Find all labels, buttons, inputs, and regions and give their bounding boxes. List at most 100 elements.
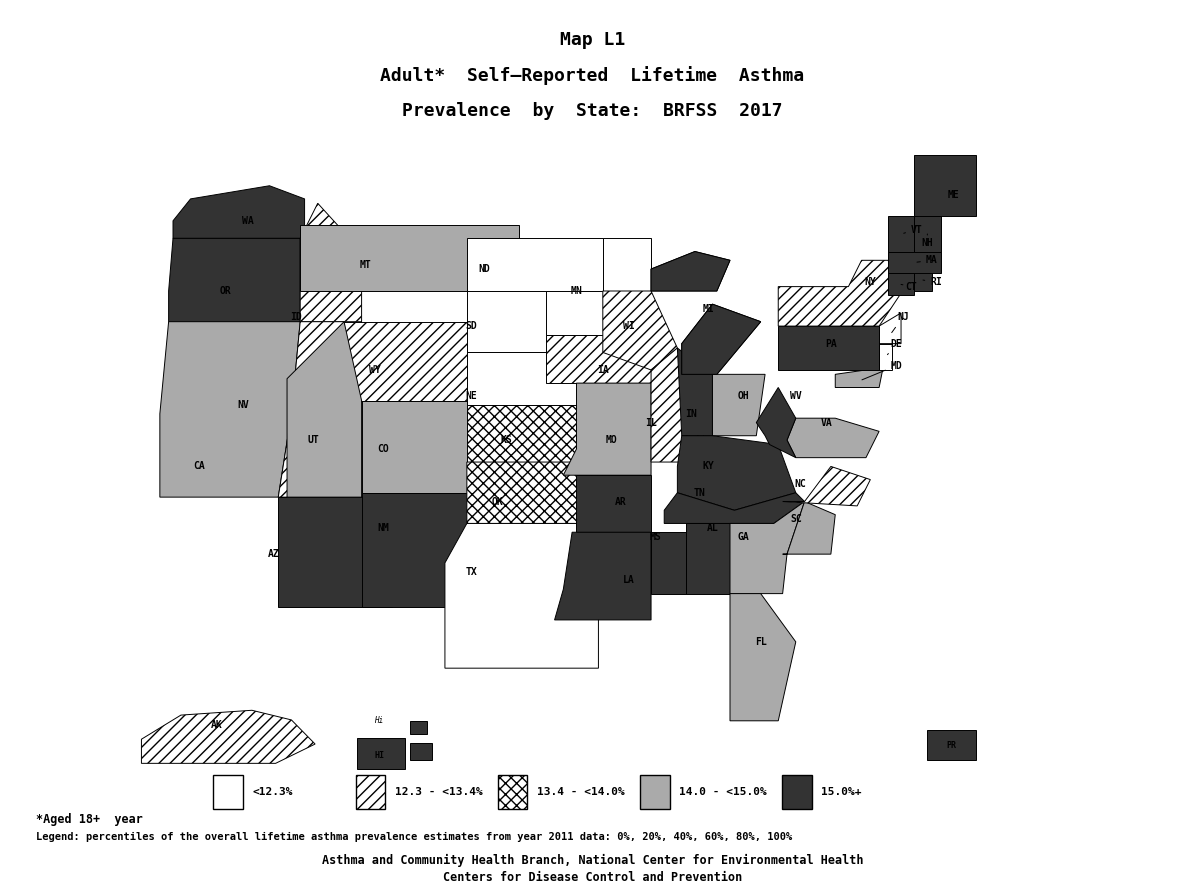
Polygon shape — [678, 348, 712, 436]
Text: UT: UT — [307, 435, 319, 445]
Polygon shape — [467, 352, 603, 405]
Polygon shape — [888, 252, 941, 274]
Text: 13.4 - <14.0%: 13.4 - <14.0% — [537, 787, 624, 797]
Text: DE: DE — [888, 339, 903, 355]
Polygon shape — [287, 322, 361, 497]
Text: <12.3%: <12.3% — [252, 787, 293, 797]
Polygon shape — [410, 742, 431, 760]
Polygon shape — [914, 269, 931, 291]
Polygon shape — [756, 388, 796, 458]
Polygon shape — [681, 304, 761, 374]
Text: OK: OK — [492, 497, 504, 507]
Polygon shape — [357, 739, 405, 769]
Polygon shape — [651, 533, 686, 594]
Text: 15.0%+: 15.0%+ — [821, 787, 861, 797]
Text: RI: RI — [923, 277, 942, 287]
Text: VA: VA — [820, 418, 832, 428]
Text: AZ: AZ — [268, 549, 280, 559]
Text: WY: WY — [369, 365, 380, 375]
Text: 12.3 - <13.4%: 12.3 - <13.4% — [395, 787, 482, 797]
Text: KS: KS — [500, 435, 512, 445]
Text: OR: OR — [219, 286, 231, 296]
Polygon shape — [686, 524, 730, 594]
Polygon shape — [278, 497, 392, 607]
Polygon shape — [278, 322, 344, 497]
Polygon shape — [576, 476, 651, 533]
Text: CT: CT — [901, 282, 917, 292]
Text: PR: PR — [947, 741, 956, 749]
Text: WI: WI — [623, 321, 635, 331]
Text: AL: AL — [706, 523, 718, 533]
Text: LA: LA — [623, 575, 635, 586]
Polygon shape — [160, 322, 300, 497]
Polygon shape — [467, 291, 603, 352]
Polygon shape — [300, 225, 519, 291]
Polygon shape — [730, 594, 796, 721]
Text: NH: NH — [922, 234, 934, 248]
Text: Hi: Hi — [374, 717, 384, 725]
Polygon shape — [410, 721, 428, 734]
Polygon shape — [651, 348, 704, 462]
Text: NC: NC — [794, 479, 806, 489]
Text: ME: ME — [948, 189, 960, 199]
Polygon shape — [914, 216, 941, 252]
Text: Adult*  Self–Reported  Lifetime  Asthma: Adult* Self–Reported Lifetime Asthma — [380, 66, 805, 85]
Text: NY: NY — [865, 277, 876, 287]
Polygon shape — [173, 186, 305, 238]
Text: KY: KY — [703, 461, 713, 471]
Polygon shape — [651, 252, 730, 291]
Text: 14.0 - <15.0%: 14.0 - <15.0% — [679, 787, 767, 797]
Polygon shape — [141, 710, 315, 764]
Text: GA: GA — [737, 532, 749, 541]
Text: WA: WA — [242, 216, 254, 226]
Text: WV: WV — [790, 391, 802, 401]
Text: NJ: NJ — [891, 312, 909, 332]
Polygon shape — [563, 383, 651, 476]
Text: CO: CO — [378, 444, 390, 454]
Text: SC: SC — [790, 514, 802, 524]
Text: MT: MT — [360, 260, 372, 269]
Polygon shape — [651, 252, 730, 291]
Text: MA: MA — [917, 255, 937, 265]
Polygon shape — [546, 238, 651, 335]
Polygon shape — [914, 155, 975, 216]
Polygon shape — [888, 216, 914, 252]
Text: OH: OH — [737, 391, 749, 401]
Text: VT: VT — [904, 225, 923, 235]
Polygon shape — [467, 405, 603, 462]
Polygon shape — [665, 493, 805, 524]
Polygon shape — [361, 401, 480, 493]
Text: ND: ND — [479, 264, 491, 274]
Polygon shape — [168, 238, 300, 322]
Polygon shape — [730, 501, 805, 594]
Text: AR: AR — [615, 497, 626, 507]
Text: SD: SD — [466, 321, 478, 331]
Polygon shape — [779, 326, 879, 370]
Text: NE: NE — [466, 391, 478, 401]
Polygon shape — [787, 418, 879, 458]
Text: TN: TN — [693, 488, 705, 498]
Polygon shape — [782, 501, 835, 554]
Polygon shape — [344, 322, 467, 401]
Polygon shape — [603, 291, 678, 370]
Text: FL: FL — [755, 637, 767, 647]
Polygon shape — [300, 204, 361, 322]
Polygon shape — [681, 304, 761, 374]
Text: *Aged 18+  year: *Aged 18+ year — [36, 813, 142, 826]
Polygon shape — [879, 313, 901, 344]
Text: TX: TX — [466, 566, 478, 577]
Polygon shape — [879, 344, 892, 370]
Polygon shape — [678, 436, 796, 510]
Text: PA: PA — [825, 339, 837, 348]
Polygon shape — [467, 238, 603, 291]
Polygon shape — [712, 374, 766, 436]
Polygon shape — [361, 493, 480, 607]
Polygon shape — [555, 533, 651, 620]
Polygon shape — [444, 524, 598, 669]
Text: Centers for Disease Control and Prevention: Centers for Disease Control and Preventi… — [443, 871, 742, 884]
Polygon shape — [782, 467, 870, 506]
Polygon shape — [779, 260, 905, 326]
Text: ID: ID — [290, 312, 302, 323]
Text: CA: CA — [193, 461, 205, 471]
Polygon shape — [888, 274, 914, 295]
